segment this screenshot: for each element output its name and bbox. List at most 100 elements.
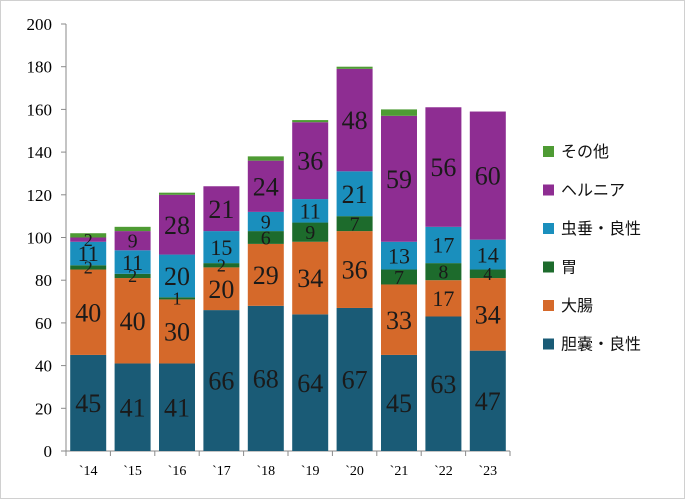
bar-segment (381, 109, 417, 116)
bar-segment (159, 254, 195, 298)
bar-segment (70, 237, 107, 242)
bar-segment (336, 231, 373, 308)
data-label: 2 (84, 258, 93, 278)
bar-segment (381, 354, 417, 451)
data-label: 40 (120, 307, 146, 336)
x-tick-label: `21 (390, 464, 409, 479)
bar-segment (114, 363, 151, 451)
bar-segment (114, 226, 151, 232)
bar-segment (425, 226, 462, 264)
legend-label: 虫垂・良性 (561, 219, 641, 238)
bar-segment (469, 111, 506, 240)
data-label: 41 (164, 393, 190, 422)
data-label: 67 (342, 366, 368, 395)
bar-segment (159, 363, 195, 451)
bar-segment (70, 265, 107, 270)
bar-segment (247, 156, 284, 161)
legend-label: 胆嚢・良性 (561, 335, 641, 354)
bar-segment (336, 66, 373, 69)
y-tick-label: 140 (27, 143, 53, 162)
bar-segment (114, 273, 151, 279)
data-label: 47 (475, 387, 501, 416)
bar-segment (114, 231, 151, 251)
data-label: 34 (475, 300, 501, 329)
bar-segment (70, 354, 107, 451)
x-tick-label: `23 (478, 464, 497, 479)
bar-segment (425, 316, 462, 451)
data-label: 24 (253, 172, 279, 201)
y-tick-label: 100 (27, 229, 53, 248)
x-tick-label: `19 (301, 464, 320, 479)
legend-swatch (543, 146, 554, 157)
data-label: 64 (297, 369, 323, 398)
bar-segment (203, 231, 240, 264)
bar-segment (70, 241, 107, 266)
data-label: 20 (164, 262, 190, 291)
y-tick-label: 20 (35, 399, 52, 418)
data-label: 17 (432, 233, 454, 258)
data-label: 14 (477, 242, 499, 267)
data-label: 11 (78, 241, 99, 266)
data-label: 29 (253, 261, 279, 290)
data-label: 63 (430, 370, 456, 399)
data-label: 11 (300, 199, 321, 224)
bar-segment (114, 278, 151, 364)
data-label: 2 (217, 256, 226, 276)
bar-segment (469, 269, 506, 279)
bar-segment (469, 278, 506, 351)
legend-swatch (543, 300, 554, 311)
bar-segment (247, 231, 284, 244)
data-label: 56 (430, 153, 456, 182)
x-tick-label: `20 (345, 464, 364, 479)
bar-segment (292, 122, 329, 200)
data-label: 30 (164, 318, 190, 347)
data-label: 9 (261, 211, 271, 233)
data-label: 40 (75, 298, 101, 327)
data-label: 2 (84, 230, 93, 250)
data-label: 21 (342, 180, 368, 209)
bar-segment (247, 305, 284, 451)
legend-swatch (543, 261, 554, 273)
bar-segment (203, 186, 240, 232)
legend-label: 胃 (561, 258, 577, 277)
legend-label: ヘルニア (561, 181, 625, 200)
bar-segment (425, 280, 462, 317)
bar-segment (70, 233, 107, 238)
data-label: 9 (305, 222, 315, 244)
bar-segment (203, 267, 240, 311)
data-label: 1 (173, 289, 182, 309)
bar-segment (292, 222, 329, 242)
legend-label: その他 (561, 142, 609, 161)
bar-segment (203, 263, 240, 268)
data-label: 66 (208, 367, 234, 396)
legend-swatch (543, 223, 554, 234)
bar-segment (292, 120, 329, 123)
y-tick-label: 200 (27, 15, 53, 34)
data-label: 20 (208, 275, 234, 304)
data-label: 15 (210, 235, 232, 260)
data-label: 41 (120, 393, 146, 422)
data-label: 34 (297, 264, 323, 293)
x-tick-label: `22 (434, 464, 453, 479)
bar-segment (247, 211, 284, 232)
x-tick-label: `16 (168, 464, 187, 479)
data-label: 13 (388, 243, 410, 268)
bar-segment (469, 350, 506, 451)
data-label: 33 (386, 306, 412, 335)
data-label: 45 (75, 389, 101, 418)
y-tick-label: 0 (44, 442, 53, 461)
data-label: 21 (208, 195, 234, 224)
bar-segment (469, 239, 506, 270)
bar-segment (159, 194, 195, 255)
data-label: 59 (386, 165, 412, 194)
data-label: 28 (164, 211, 190, 240)
bar-segment (336, 307, 373, 451)
data-label: 7 (350, 214, 360, 236)
x-axis: `14 `15 `16 `17 `18 `19 `20 `21 `22 `23 (65, 451, 511, 479)
x-tick-label: `18 (256, 464, 275, 479)
x-tick-label: `14 (79, 464, 98, 479)
y-tick-label: 120 (27, 186, 53, 205)
bars (70, 66, 506, 451)
